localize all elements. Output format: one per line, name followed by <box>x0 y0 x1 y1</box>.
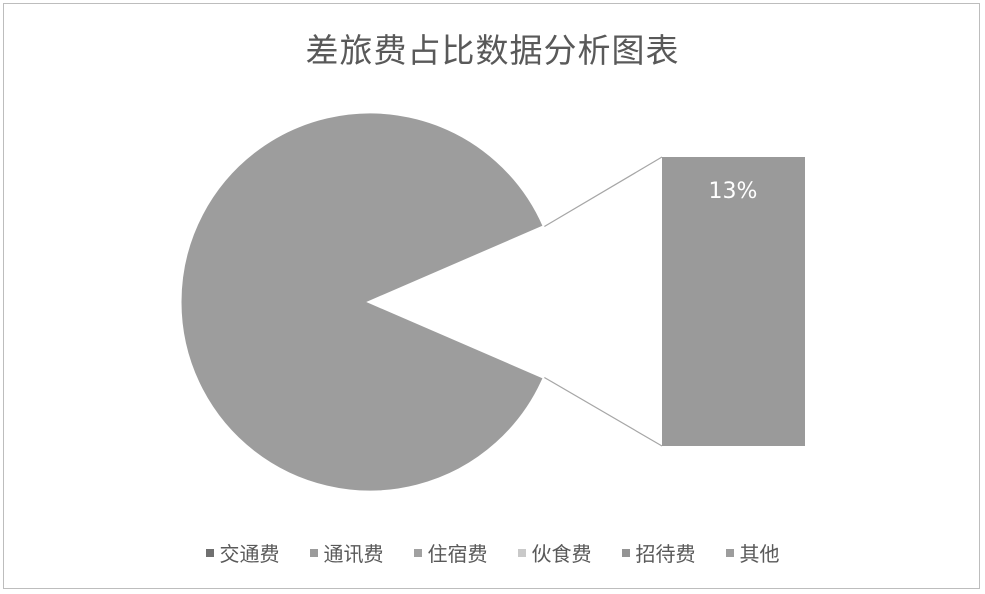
legend-swatch <box>205 548 214 557</box>
connector-line-bottom <box>544 376 663 447</box>
legend-label: 其他 <box>739 542 780 566</box>
legend-swatch <box>517 548 526 557</box>
legend-item[interactable]: 伙食费 <box>517 538 592 567</box>
legend-item[interactable]: 其他 <box>725 538 780 567</box>
legend-label: 伙食费 <box>531 542 592 566</box>
chart-area <box>3 3 980 589</box>
chart-title: 差旅费占比数据分析图表 <box>305 31 680 70</box>
pie-slice-其他[interactable] <box>178 110 547 494</box>
legend-swatch <box>621 548 630 557</box>
connector-line-top <box>544 156 663 228</box>
legend-label: 交通费 <box>219 542 280 566</box>
legend-item[interactable]: 住宿费 <box>413 538 488 567</box>
legend-swatch <box>413 548 422 557</box>
legend-label: 招待费 <box>635 542 696 566</box>
legend-swatch <box>309 548 318 557</box>
bar-data-label: 13% <box>709 179 758 204</box>
legend-item[interactable]: 交通费 <box>205 538 280 567</box>
legend-item[interactable]: 通讯费 <box>309 538 384 567</box>
legend-item[interactable]: 招待费 <box>621 538 696 567</box>
secondary-bar-其他[interactable] <box>662 157 805 446</box>
legend-swatch <box>725 548 734 557</box>
legend-label: 通讯费 <box>323 542 384 566</box>
legend-label: 住宿费 <box>427 542 488 566</box>
legend: 交通费 通讯费 住宿费 伙食费 招待费 其他 <box>0 538 985 567</box>
